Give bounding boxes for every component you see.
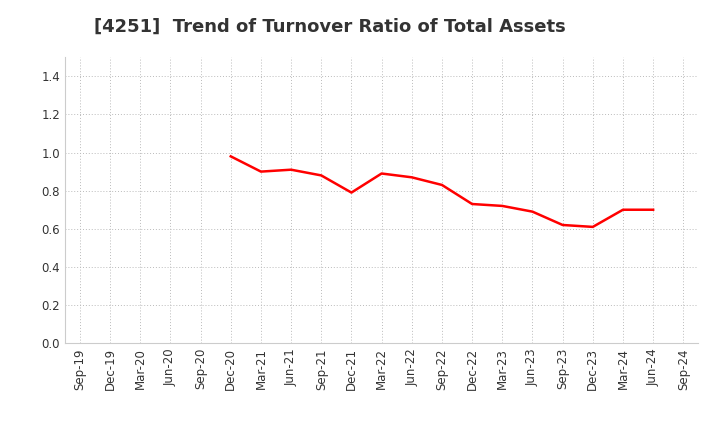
Text: [4251]  Trend of Turnover Ratio of Total Assets: [4251] Trend of Turnover Ratio of Total … [94,18,565,36]
